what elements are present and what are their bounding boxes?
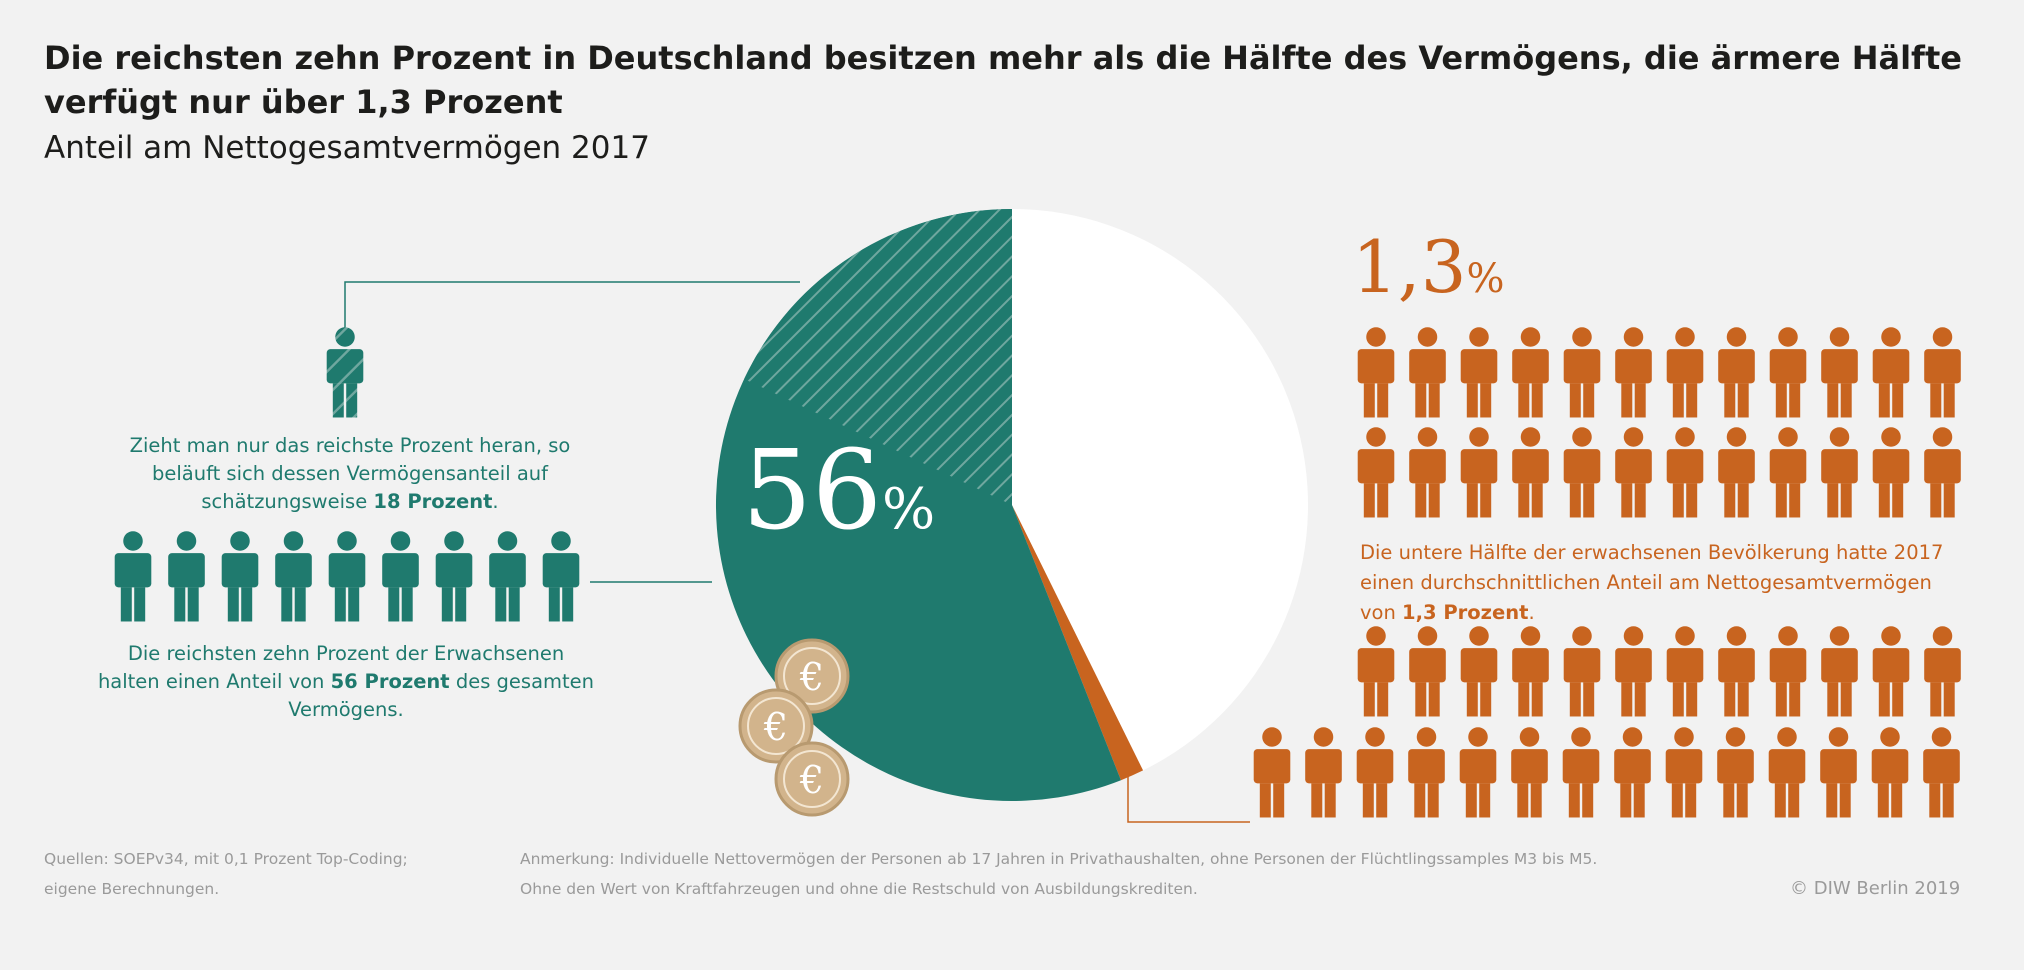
copyright: © DIW Berlin 2019 <box>1790 878 1961 899</box>
top-ten-percent-note: Die reichsten zehn Prozent der Erwachsen… <box>96 640 596 724</box>
person-icon <box>542 531 580 622</box>
teal-percentage-label: 56% <box>742 426 935 554</box>
person-icon <box>1512 427 1549 518</box>
pie-slice-lower-half <box>1012 505 1144 781</box>
lower-half-note: Die untere Hälfte der erwachsenen Bevölk… <box>1360 538 1960 628</box>
person-icon <box>1717 727 1754 818</box>
person-icon <box>1563 626 1601 717</box>
person-icon <box>1769 626 1807 717</box>
person-icon <box>1357 626 1395 717</box>
person-icon <box>1563 327 1601 418</box>
person-icon <box>1512 327 1549 418</box>
person-icon <box>1924 327 1961 418</box>
teal-percentage-number: 56 <box>742 426 882 554</box>
person-icon <box>1460 327 1498 418</box>
person-icon <box>1615 427 1652 518</box>
note-text: Die untere Hälfte der erwachsenen Bevölk… <box>1360 541 1944 624</box>
note-text: des gesamten Vermögens. <box>288 670 595 721</box>
top-one-percent-note: Zieht man nur das reichste Prozent heran… <box>118 432 582 516</box>
coin-symbol: € <box>763 705 788 749</box>
person-icon <box>168 531 205 622</box>
person-icon <box>1563 427 1601 518</box>
person-icon <box>1460 626 1498 717</box>
person-icon <box>1615 626 1652 717</box>
top-one-percent-person-icon <box>326 327 364 418</box>
person-icon <box>1871 727 1909 818</box>
person-icon <box>328 531 366 622</box>
annotation-line: Anmerkung: Individuelle Nettovermögen de… <box>520 850 1598 868</box>
note-text: Zieht man nur das reichste Prozent heran… <box>129 434 571 513</box>
person-icon <box>1459 727 1497 818</box>
coin-symbol: € <box>799 758 824 802</box>
note-text: . <box>492 490 499 513</box>
person-icon <box>1666 327 1704 418</box>
person-icon <box>1923 727 1960 818</box>
orange-percentage-sign: % <box>1467 256 1505 302</box>
person-icon <box>1357 427 1395 518</box>
person-icon <box>1356 727 1394 818</box>
orange-percentage-number: 1,3 <box>1352 225 1467 309</box>
coin-symbol: € <box>799 655 824 699</box>
teal-percentage-sign: % <box>882 477 935 542</box>
person-icon <box>1872 427 1910 518</box>
person-icon <box>1924 427 1961 518</box>
person-icon <box>1460 427 1498 518</box>
person-icon <box>1305 727 1342 818</box>
person-icon <box>1665 727 1703 818</box>
person-icon <box>1718 427 1755 518</box>
person-icon <box>114 531 152 622</box>
euro-coin-icon: € <box>738 688 814 764</box>
annotation-line: Ohne den Wert von Kraftfahrzeugen und oh… <box>520 880 1198 898</box>
note-bold: 1,3 Prozent <box>1402 601 1529 624</box>
person-icon <box>435 531 473 622</box>
pie-slice-top-one-percent <box>744 209 1012 505</box>
orange-percentage-label: 1,3% <box>1352 225 1505 309</box>
person-icon <box>1820 727 1857 818</box>
person-icon <box>1253 727 1291 818</box>
person-icon <box>1409 327 1446 418</box>
person-icon <box>489 531 526 622</box>
person-icon <box>1512 626 1549 717</box>
chart-subtitle: Anteil am Nettogesamtvermögen 2017 <box>44 130 650 166</box>
person-icon <box>1872 626 1910 717</box>
person-icon <box>1409 427 1446 518</box>
pie-slice-rest <box>1012 209 1309 771</box>
person-icon <box>1718 327 1755 418</box>
people-icons <box>114 327 1961 818</box>
person-icon <box>1614 727 1651 818</box>
person-icon <box>1924 626 1961 717</box>
person-icon <box>1409 626 1446 717</box>
person-icon <box>1821 327 1858 418</box>
person-icon <box>1511 727 1548 818</box>
person-icon <box>275 531 312 622</box>
person-icon <box>1357 327 1395 418</box>
chart-title: Die reichsten zehn Prozent in Deutschlan… <box>44 39 1962 121</box>
euro-coin-icon: € <box>774 741 850 817</box>
note-text: Die reichsten zehn Prozent der Erwachsen… <box>97 642 565 693</box>
person-icon <box>1872 327 1910 418</box>
person-icon <box>1562 727 1600 818</box>
sources-footnote: Quellen: SOEPv34, mit 0,1 Prozent Top-Co… <box>44 844 464 904</box>
person-icon <box>1666 427 1704 518</box>
note-text: . <box>1528 601 1535 624</box>
person-icon <box>1769 327 1807 418</box>
person-icon <box>1666 626 1704 717</box>
person-icon <box>1615 327 1652 418</box>
sources-line: Quellen: SOEPv34, mit 0,1 Prozent Top-Co… <box>44 850 408 868</box>
person-icon <box>1408 727 1445 818</box>
person-icon <box>1718 626 1755 717</box>
person-icon <box>1821 626 1858 717</box>
person-icon <box>1821 427 1858 518</box>
person-icon <box>1768 727 1806 818</box>
annotation-footnote: Anmerkung: Individuelle Nettovermögen de… <box>520 844 1740 904</box>
sources-line: eigene Berechnungen. <box>44 880 220 898</box>
person-icon <box>382 531 419 622</box>
note-bold: 18 Prozent <box>373 490 493 513</box>
note-bold: 56 Prozent <box>330 670 450 693</box>
person-icon <box>221 531 259 622</box>
connector-line-orange <box>1127 770 1250 823</box>
connector-line-top <box>344 281 800 330</box>
person-icon <box>1769 427 1807 518</box>
